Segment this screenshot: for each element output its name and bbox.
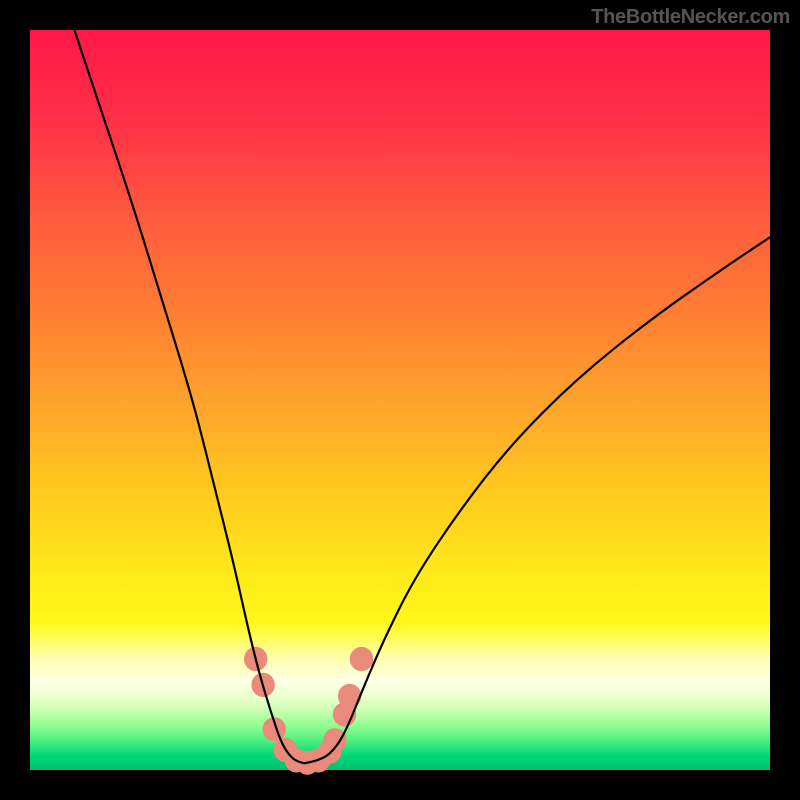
v-curve-points xyxy=(248,651,370,771)
curve-point xyxy=(342,688,358,705)
right-curve xyxy=(304,237,770,763)
curve-layer xyxy=(30,30,770,770)
chart-area xyxy=(30,30,770,770)
curve-point xyxy=(354,651,370,668)
watermark-text: TheBottleNecker.com xyxy=(591,6,790,29)
left-curve xyxy=(74,30,303,763)
